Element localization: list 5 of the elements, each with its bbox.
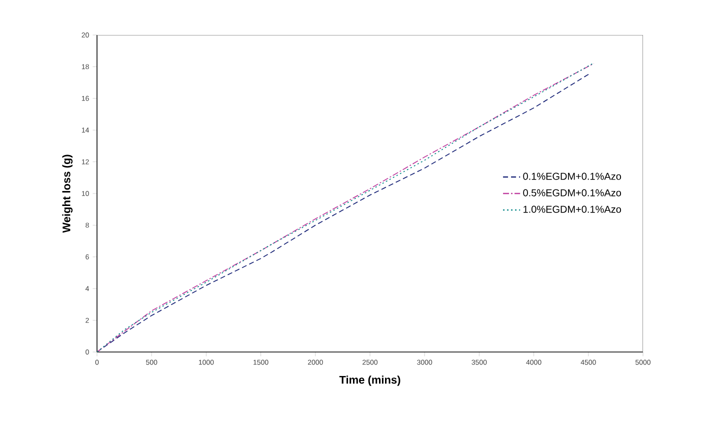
x-axis-title: Time (mins) bbox=[339, 376, 400, 386]
legend-label: 0.5%EGDM+0.1%Azo bbox=[523, 189, 621, 196]
y-axis-title: Weight loss (g) bbox=[62, 154, 73, 233]
legend-label: 1.0%EGDM+0.1%Azo bbox=[524, 206, 621, 213]
legend-label: 0.1%EGDM+0.1%Azo bbox=[523, 172, 621, 180]
